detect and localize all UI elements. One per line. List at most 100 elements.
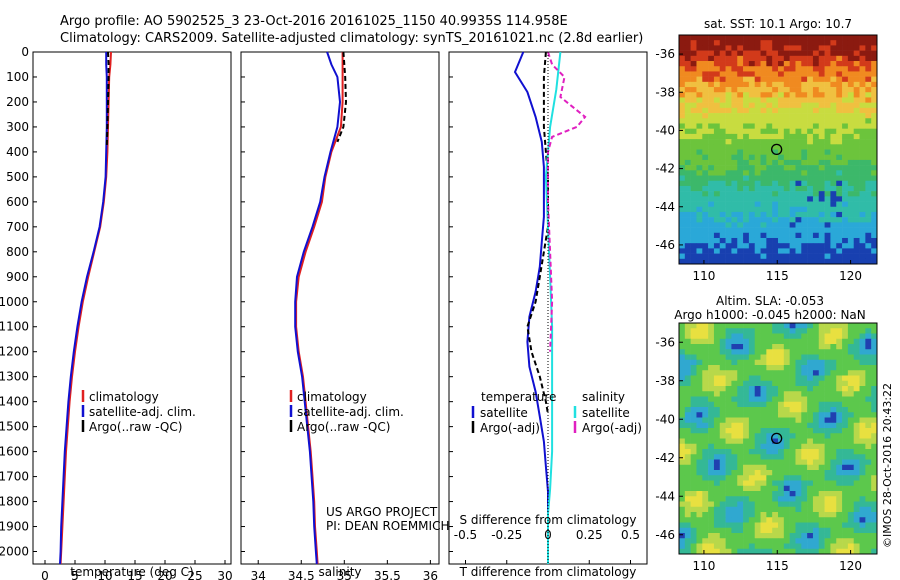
heatmap-cell [713, 375, 721, 382]
heatmap-cell [818, 185, 825, 192]
heatmap-cell [871, 159, 878, 166]
heatmap-cell [795, 349, 802, 355]
heatmap-cell [760, 81, 767, 88]
heatmap-cell [859, 480, 866, 487]
heatmap-cell [847, 543, 854, 550]
heatmap-cell [708, 443, 715, 450]
heatmap-cell [824, 118, 831, 124]
heatmap-cell [801, 144, 808, 150]
heatmap-cell [795, 222, 802, 228]
heatmap-cell [725, 222, 732, 228]
heatmap-cell [865, 81, 872, 88]
heatmap-cell [690, 222, 697, 228]
heatmap-cell [696, 349, 703, 355]
heatmap-cell [690, 417, 697, 424]
heatmap-cell [865, 133, 872, 140]
heatmap-cell [702, 217, 709, 223]
heatmap-cell [754, 243, 761, 249]
heatmap-cell [708, 464, 715, 471]
heatmap-cell [684, 501, 691, 508]
heatmap-cell [766, 438, 773, 445]
heatmap-cell [830, 123, 837, 129]
heatmap-cell [871, 365, 878, 371]
heatmap-cell [754, 480, 761, 487]
heatmap-cell [812, 258, 820, 265]
heatmap-cell [731, 92, 738, 98]
heatmap-cell [853, 128, 860, 135]
heatmap-cell [679, 201, 686, 208]
heatmap-cell [801, 123, 808, 129]
heatmap-cell [737, 237, 744, 244]
heatmap-cell [830, 55, 837, 62]
heatmap-cell [801, 328, 808, 334]
heatmap-cell [737, 543, 744, 550]
heatmap-cell [842, 433, 849, 439]
heatmap-cell [690, 149, 697, 155]
heatmap-cell [865, 180, 872, 187]
heatmap-cell [824, 97, 831, 103]
heatmap-cell [754, 149, 761, 155]
heatmap-cell [801, 97, 808, 103]
heatmap-cell [708, 232, 715, 239]
heatmap-cell [766, 527, 773, 534]
heatmap-cell [702, 443, 709, 450]
heatmap-cell [708, 323, 715, 329]
heatmap-cell [778, 396, 785, 403]
heatmap-cell [842, 206, 849, 213]
heatmap-cell [719, 443, 726, 450]
y-tick-label: 500 [6, 170, 29, 184]
heatmap-cell [836, 196, 843, 202]
heatmap-cell [719, 133, 726, 140]
heatmap-cell [871, 81, 878, 88]
heatmap-cell [708, 35, 715, 41]
heatmap-cell [830, 139, 837, 145]
heatmap-cell [766, 333, 773, 340]
heatmap-cell [818, 123, 825, 129]
heatmap-cell [801, 139, 808, 145]
heatmap-cell [807, 206, 814, 213]
heatmap-cell [812, 55, 820, 62]
heatmap-cell [871, 191, 878, 197]
heatmap-cell [702, 61, 709, 67]
heatmap-cell [789, 459, 796, 466]
heatmap-cell [853, 45, 860, 51]
heatmap-cell [708, 470, 715, 476]
heatmap-cell [772, 359, 779, 366]
heatmap-cell [795, 496, 802, 502]
heatmap-cell [737, 396, 744, 403]
heatmap-cell [859, 527, 866, 534]
heatmap-cell [795, 365, 802, 371]
heatmap-cell [743, 506, 750, 513]
heatmap-cell [725, 107, 732, 114]
heatmap-cell [812, 338, 820, 345]
legend-heading-temperature: temperature [481, 390, 556, 404]
heatmap-cell [801, 548, 808, 555]
heatmap-cell [778, 449, 785, 455]
heatmap-cell [754, 354, 761, 361]
heatmap-cell [812, 107, 820, 114]
heatmap-cell [719, 217, 726, 223]
heatmap-cell [807, 61, 814, 67]
heatmap-cell [795, 491, 802, 497]
heatmap-cell [824, 81, 831, 88]
heatmap-cell [743, 71, 750, 77]
heatmap-cell [713, 485, 721, 492]
heatmap-cell [725, 191, 732, 197]
heatmap-cell [708, 211, 715, 218]
heatmap-cell [713, 118, 721, 124]
series-s-satellite [544, 51, 562, 564]
heatmap-cell [743, 97, 750, 103]
heatmap-cell [754, 258, 761, 265]
heatmap-cell [847, 159, 854, 166]
heatmap-cell [778, 92, 785, 98]
heatmap-cell [725, 35, 732, 41]
heatmap-cell [853, 380, 860, 387]
heatmap-cell [748, 71, 755, 77]
heatmap-cell [731, 375, 738, 382]
heatmap-cell [824, 243, 831, 249]
heatmap-cell [847, 333, 854, 340]
heatmap-cell [795, 50, 802, 57]
heatmap-cell [690, 485, 697, 492]
heatmap-cell [871, 443, 878, 450]
heatmap-cell [836, 55, 843, 62]
